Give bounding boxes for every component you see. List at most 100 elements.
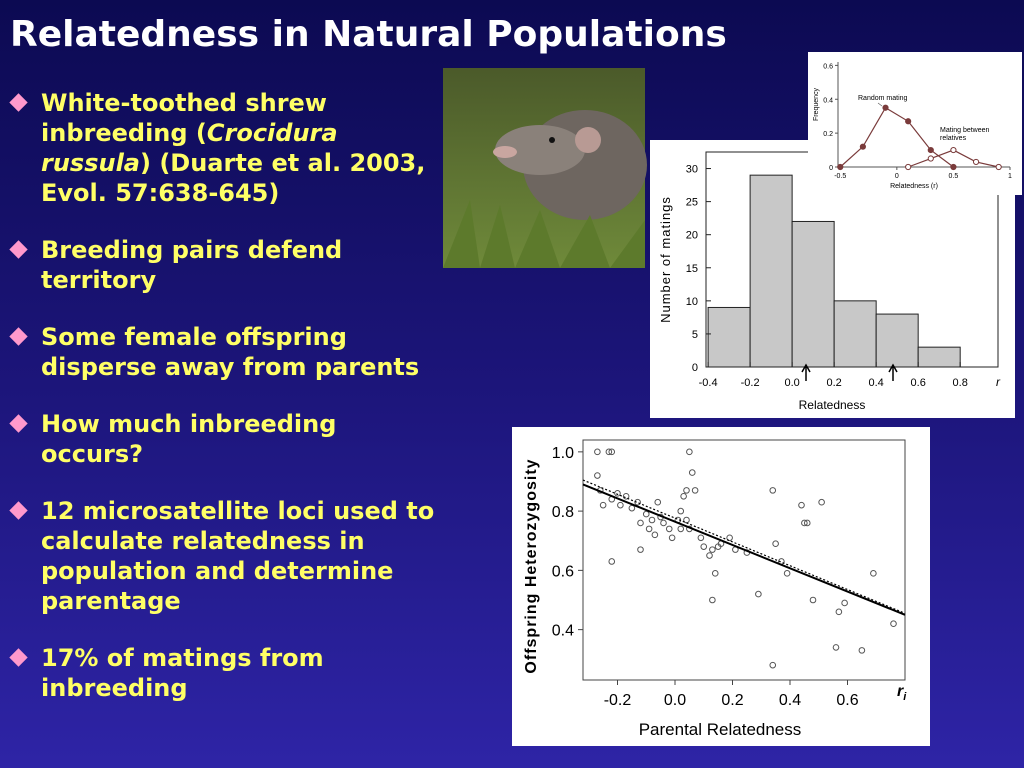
x-tick-label: -0.5 — [834, 173, 846, 180]
bar — [749, 174, 793, 368]
y-tick-label: 0.8 — [552, 504, 574, 521]
point — [637, 546, 644, 553]
bullet: How much inbreeding occurs? — [9, 409, 440, 469]
bullet-text: Some female offspring disperse away from… — [41, 323, 420, 381]
point — [890, 620, 897, 628]
y-tick-label: 10 — [686, 296, 698, 308]
x-axis-label: Relatedness (r) — [890, 183, 938, 190]
point — [726, 534, 733, 542]
y-tick-label: 0.6 — [552, 563, 574, 580]
point — [622, 492, 630, 500]
label-leader — [877, 102, 883, 107]
point — [798, 501, 805, 509]
point — [648, 516, 656, 524]
point — [608, 448, 616, 456]
axis-variable: ri — [897, 683, 907, 703]
series-label-line: relatives — [940, 135, 967, 142]
x-tick-label: 0.2 — [826, 377, 841, 389]
bullet-italic: Crocidura russula — [41, 119, 338, 177]
point — [599, 501, 607, 509]
y-tick-label: 30 — [686, 164, 698, 176]
series-point — [837, 163, 844, 171]
x-tick-label: -0.2 — [604, 692, 632, 709]
point — [680, 492, 687, 500]
point — [706, 552, 713, 559]
point — [614, 490, 621, 497]
axis-variable: r — [996, 375, 1001, 389]
point — [686, 448, 693, 456]
point — [642, 510, 650, 518]
series-point — [882, 104, 889, 111]
y-tick-label: 0.6 — [823, 63, 833, 70]
y-tick-label: 0.2 — [823, 131, 833, 138]
series-line — [839, 106, 954, 168]
axis-variable-base: r — [897, 683, 904, 700]
series-label: Random mating — [858, 95, 908, 102]
y-tick-label: 0.4 — [823, 97, 833, 104]
panel — [512, 427, 930, 746]
x-tick-label: 0.0 — [784, 377, 799, 389]
bullet: 17% of matings from inbreeding — [9, 643, 440, 703]
x-tick-label: -0.4 — [699, 377, 718, 389]
x-tick-label: 0.4 — [779, 692, 801, 709]
x-axis-label: Relatedness — [799, 398, 866, 412]
slide-title: Relatedness in Natural Populations — [10, 14, 727, 55]
y-axis-label: Offspring Heterozygosity — [523, 458, 540, 673]
axis-variable-sub: i — [903, 691, 907, 703]
point — [637, 519, 644, 527]
point — [654, 498, 662, 506]
y-tick-label: 25 — [686, 197, 698, 209]
bullet: White-toothed shrew inbreeding (Crocidur… — [9, 88, 440, 208]
bullet: Some female offspring disperse away from… — [9, 322, 440, 382]
bullet-text: ) (Duarte et al. 2003, Evol. 57:638-645) — [41, 149, 426, 207]
point — [645, 525, 653, 533]
x-tick-label: -0.2 — [741, 377, 760, 389]
bullet-text: Breeding pairs defend territory — [41, 236, 343, 294]
point — [818, 498, 825, 506]
point — [617, 501, 624, 509]
point — [841, 599, 848, 607]
bullet-list: White-toothed shrew inbreeding (Crocidur… — [9, 88, 440, 730]
point — [651, 531, 659, 539]
point — [605, 448, 613, 456]
y-axis-label: Number of matings — [658, 196, 673, 323]
y-tick-label: 5 — [692, 329, 698, 341]
point — [711, 570, 719, 577]
bullet: Breeding pairs defend territory — [9, 235, 440, 295]
point — [783, 570, 791, 577]
point — [634, 498, 641, 506]
y-tick-label: 20 — [686, 230, 698, 242]
point — [709, 596, 716, 604]
y-tick-label: 0.4 — [552, 623, 574, 640]
point — [801, 519, 808, 527]
series-point — [927, 155, 934, 162]
point — [769, 661, 777, 669]
bar — [875, 313, 919, 368]
y-tick-label: 1.0 — [552, 445, 574, 462]
series-point — [950, 163, 957, 171]
series-point — [927, 146, 934, 154]
bar — [917, 346, 961, 368]
x-tick-label: 0.6 — [911, 377, 926, 389]
series-point — [905, 118, 912, 125]
series-point — [950, 146, 957, 154]
point — [691, 487, 699, 494]
bullet-text: How much inbreeding occurs? — [41, 410, 337, 468]
point — [594, 448, 601, 456]
bullet: 12 microsatellite loci used to calculate… — [9, 496, 440, 616]
x-tick-label: 1 — [1008, 173, 1012, 180]
bar — [707, 306, 751, 368]
y-axis-label: Frequency — [813, 87, 820, 121]
x-axis-label: Parental Relatedness — [639, 720, 802, 739]
point — [665, 525, 673, 533]
y-tick-label: 0 — [692, 362, 698, 374]
x-tick-label: 0.8 — [953, 377, 968, 389]
point — [709, 546, 716, 553]
point — [660, 519, 667, 527]
series-point — [972, 158, 980, 166]
x-tick-label: 0.2 — [721, 692, 743, 709]
point — [803, 519, 811, 527]
point — [683, 487, 690, 494]
